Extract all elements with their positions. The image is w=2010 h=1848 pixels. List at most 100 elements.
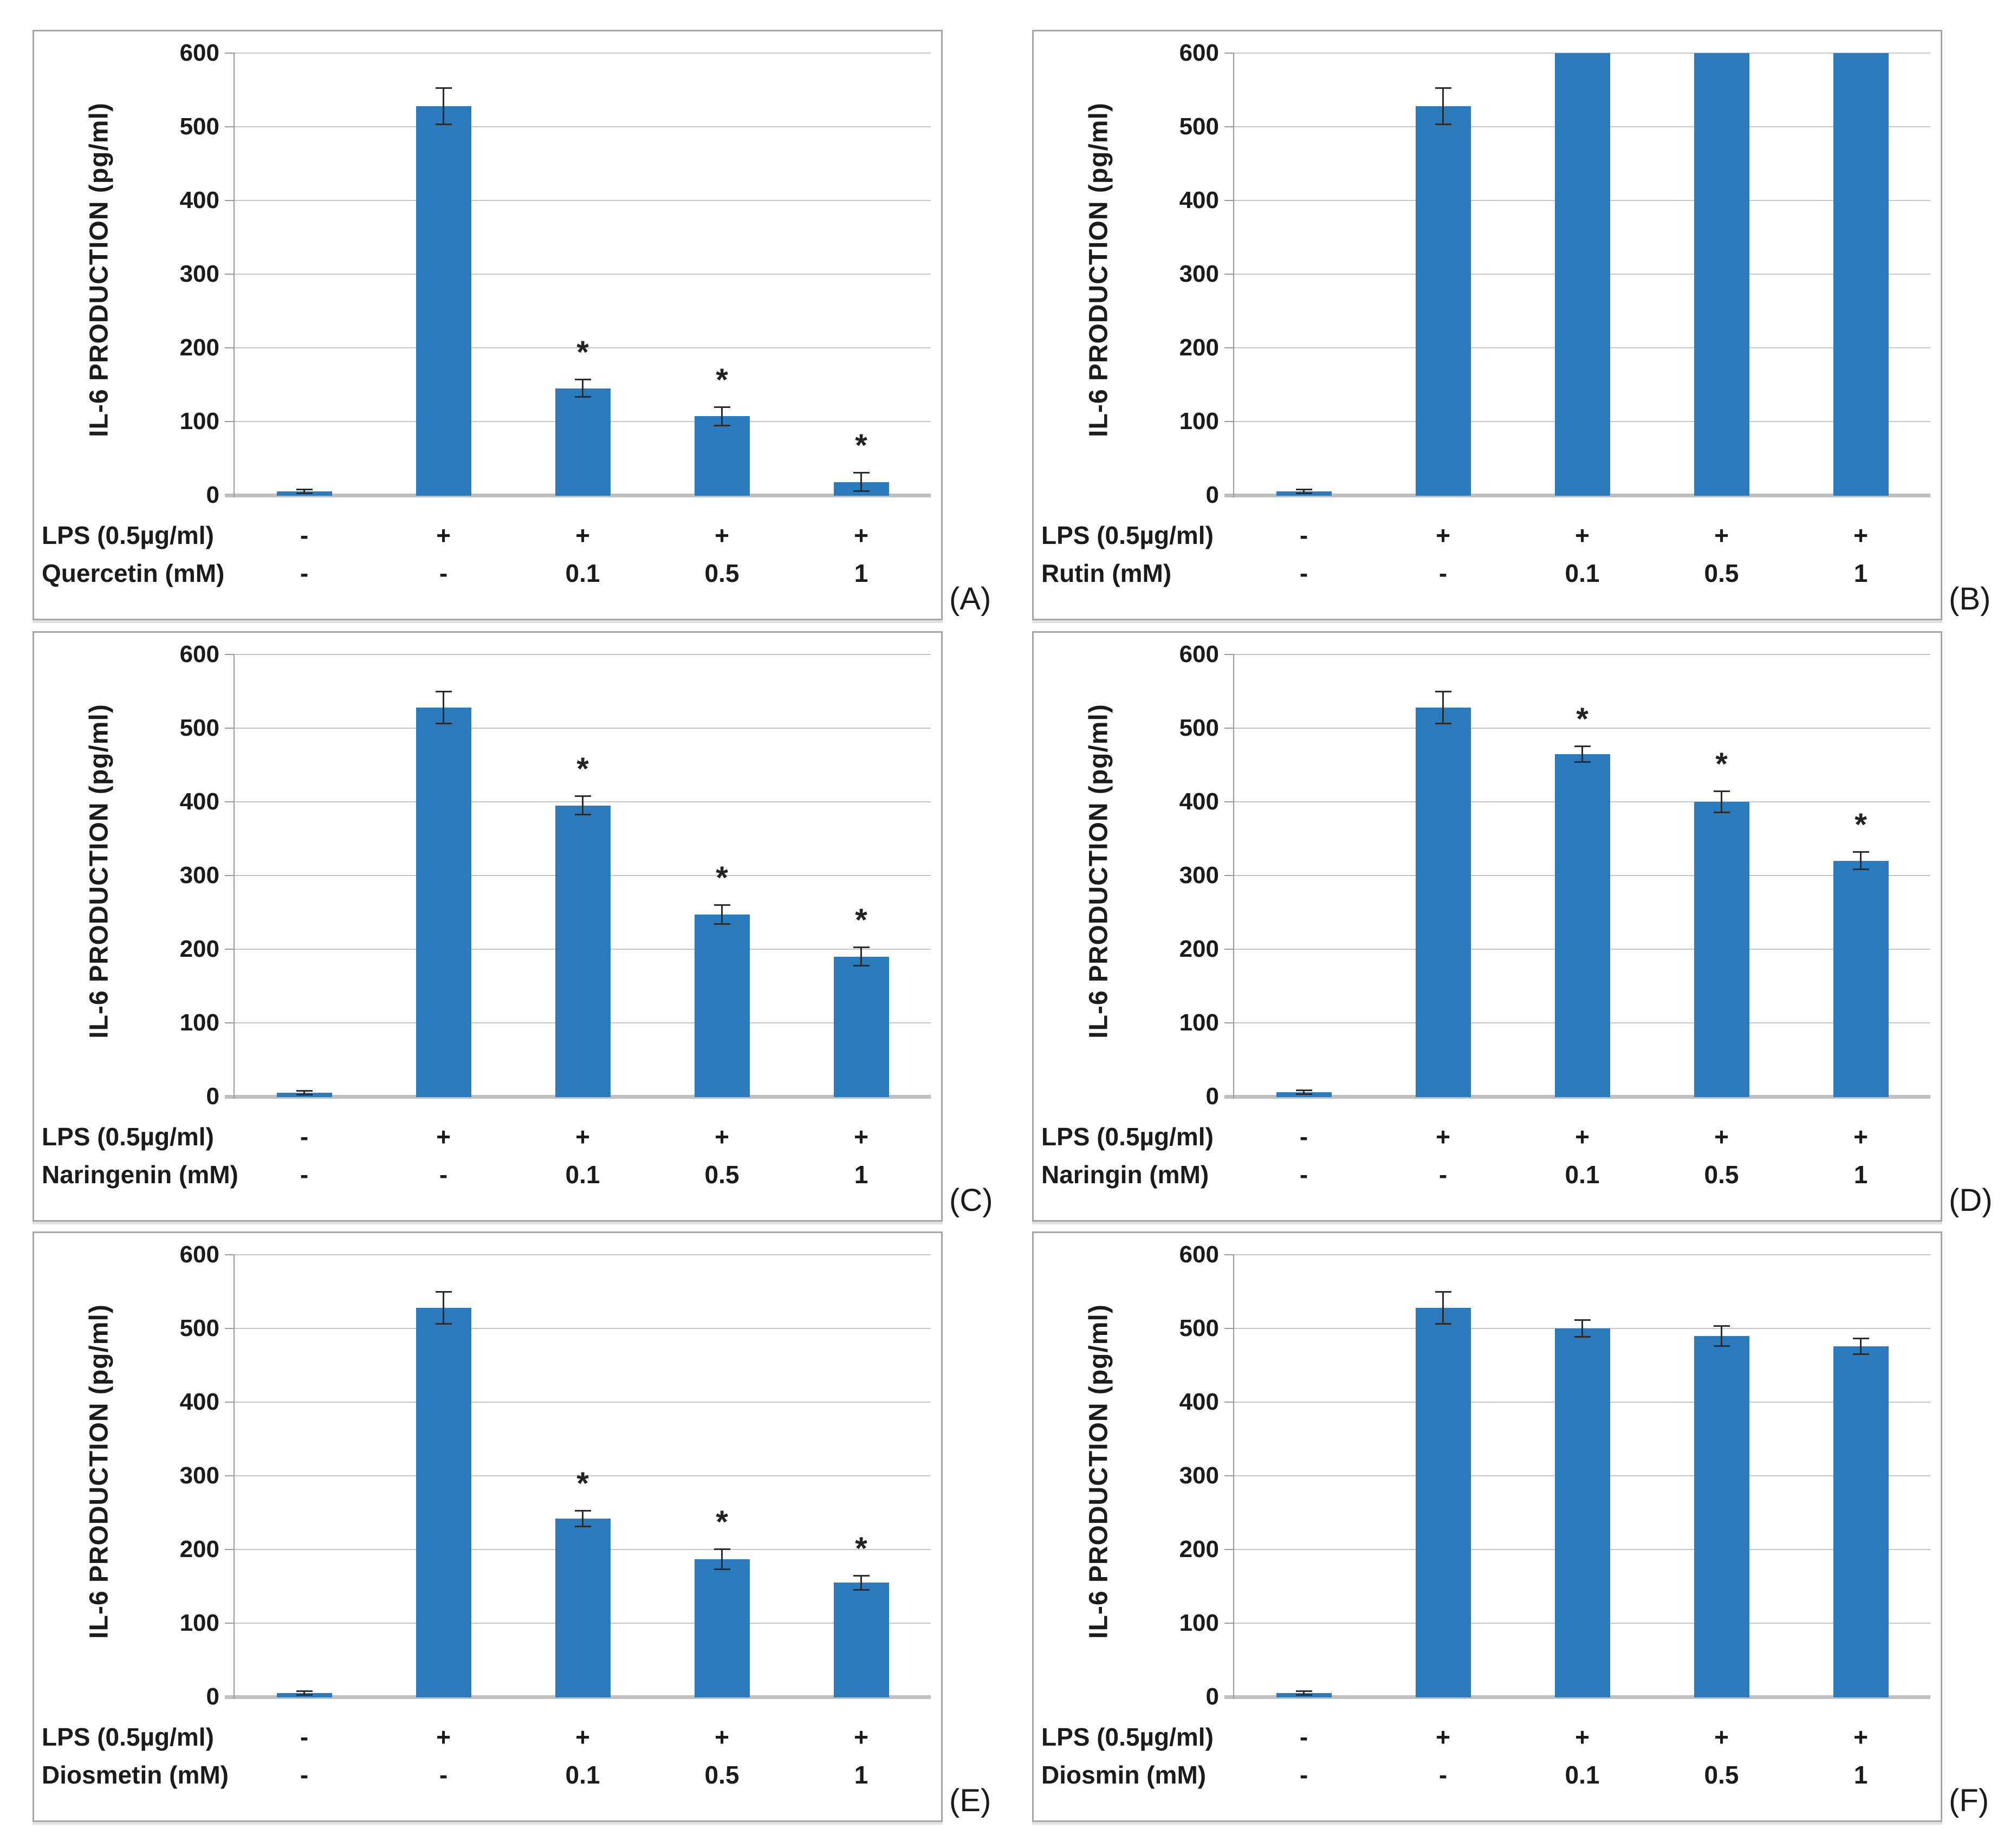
y-tick-label: 400 (1179, 187, 1219, 213)
lps-value: + (1853, 1723, 1868, 1751)
y-tick (1224, 1022, 1234, 1023)
lps-row: LPS (0.5µg/ml) - + + + + (1034, 1720, 1941, 1754)
compound-row-label: Diosmetin (mM) (42, 1761, 229, 1789)
lps-row: LPS (0.5µg/ml) - + + + + (34, 1720, 941, 1754)
y-tick (225, 126, 235, 127)
y-tick-label: 500 (1179, 715, 1219, 741)
error-bar (1581, 1319, 1583, 1338)
lps-row-label: LPS (0.5µg/ml) (1041, 1723, 1214, 1751)
compound-value: 0.1 (1565, 1761, 1600, 1789)
compound-value: 1 (1853, 559, 1868, 587)
lps-value: + (854, 1123, 868, 1151)
compound-value: - (300, 1160, 309, 1189)
error-bar-cap-top (296, 1090, 313, 1092)
error-bar (1860, 852, 1862, 870)
error-bar-cap-bottom (1295, 1093, 1312, 1095)
y-axis-line (234, 1255, 235, 1699)
gridline (235, 1328, 931, 1329)
y-tick-label: 0 (1205, 1083, 1219, 1110)
y-tick (225, 200, 235, 201)
y-axis-title: IL-6 PRODUCTION (pg/ml) (85, 102, 114, 437)
compound-row-label: Naringin (mM) (1041, 1160, 1209, 1189)
y-tick (1224, 875, 1234, 876)
error-bar-cap-bottom (435, 722, 452, 724)
compound-value: 0.1 (1565, 559, 1600, 587)
error-bar-cap-bottom (853, 1588, 870, 1591)
error-bar (582, 379, 583, 398)
compound-row-label: Naringenin (mM) (42, 1160, 238, 1189)
error-bar-cap-bottom (435, 1322, 452, 1325)
y-tick (1224, 1475, 1234, 1476)
lps-value: + (1853, 1123, 1868, 1151)
compound-value: - (300, 1761, 309, 1789)
compound-row: Naringin (mM) - - 0.1 0.5 1 (1034, 1157, 1941, 1192)
error-bar-cap-top (853, 946, 870, 948)
error-bar-cap-bottom (1852, 868, 1869, 871)
y-tick (1224, 200, 1234, 201)
error-bar (582, 1510, 583, 1527)
y-tick-label: 600 (179, 40, 219, 66)
panel-D-cell: IL-6 PRODUCTION (pg/ml) LPS (0.5µg/ml) -… (1032, 631, 1993, 1222)
compound-value: - (1299, 1761, 1308, 1789)
compound-value: - (1438, 1160, 1448, 1189)
error-bar-cap-top (1295, 489, 1312, 491)
y-tick (1224, 421, 1234, 422)
lps-value: + (1436, 1123, 1450, 1151)
significance-asterisk: * (1715, 746, 1728, 782)
bar (1694, 802, 1749, 1097)
panel-B-cell: IL-6 PRODUCTION (pg/ml) LPS (0.5µg/ml) -… (1032, 30, 1990, 620)
error-bar-cap-bottom (1435, 123, 1451, 125)
compound-value: 0.5 (1704, 1160, 1739, 1189)
bar (1554, 53, 1610, 496)
error-bar-cap-top (1713, 790, 1730, 792)
y-tick (1224, 1254, 1234, 1255)
compound-value: - (1438, 1761, 1448, 1789)
panel-A-cell: IL-6 PRODUCTION (pg/ml) LPS (0.5µg/ml) -… (33, 30, 991, 620)
error-bar (443, 87, 444, 125)
significance-asterisk: * (1576, 701, 1588, 737)
error-bar-cap-bottom (1295, 1694, 1312, 1696)
compound-row-label: Rutin (mM) (1041, 559, 1172, 587)
y-tick-label: 200 (179, 936, 219, 962)
error-bar (1721, 1325, 1722, 1346)
lps-row: LPS (0.5µg/ml) - + + + + (34, 1119, 941, 1154)
y-tick-label: 500 (179, 1315, 219, 1341)
y-tick-label: 0 (1205, 1683, 1219, 1710)
compound-value: 0.1 (565, 1160, 600, 1189)
error-bar (860, 1575, 862, 1590)
y-tick (1224, 1328, 1234, 1329)
error-bar-cap-bottom (574, 814, 591, 816)
panel-letter: (B) (1949, 581, 1991, 617)
significance-asterisk: * (855, 902, 867, 938)
lps-value: + (1575, 521, 1590, 549)
error-bar-cap-top (435, 1291, 452, 1293)
error-bar (303, 1091, 305, 1095)
y-tick (225, 53, 235, 54)
significance-asterisk: * (855, 1531, 867, 1566)
error-bar-cap-top (574, 379, 591, 381)
gridline (1234, 728, 1930, 729)
lps-value: + (575, 1123, 590, 1151)
lps-value: + (1714, 1123, 1729, 1151)
error-bar-cap-top (574, 795, 591, 797)
y-tick-label: 400 (179, 1389, 219, 1415)
error-bar-cap-top (853, 1574, 870, 1577)
y-tick-label: 300 (1179, 1462, 1219, 1489)
gridline (235, 1402, 931, 1403)
y-tick-label: 500 (179, 113, 219, 140)
error-bar-cap-bottom (1574, 1336, 1591, 1338)
y-axis-line (1233, 53, 1234, 497)
y-tick (225, 654, 235, 655)
y-tick-label: 400 (179, 187, 219, 213)
error-bar (721, 1548, 723, 1570)
y-axis-line (1233, 1255, 1234, 1699)
y-tick-label: 300 (1179, 261, 1219, 287)
lps-row: LPS (0.5µg/ml) - + + + + (1034, 1119, 1941, 1154)
error-bar-cap-top (714, 406, 730, 408)
chart-panel-D: IL-6 PRODUCTION (pg/ml) LPS (0.5µg/ml) -… (1032, 631, 1942, 1222)
lps-value: - (300, 521, 309, 549)
compound-row: Diosmetin (mM) - - 0.1 0.5 1 (34, 1758, 941, 1792)
significance-asterisk: * (576, 1466, 589, 1501)
error-bar-cap-top (1713, 1325, 1730, 1327)
y-tick-label: 600 (1179, 40, 1219, 66)
